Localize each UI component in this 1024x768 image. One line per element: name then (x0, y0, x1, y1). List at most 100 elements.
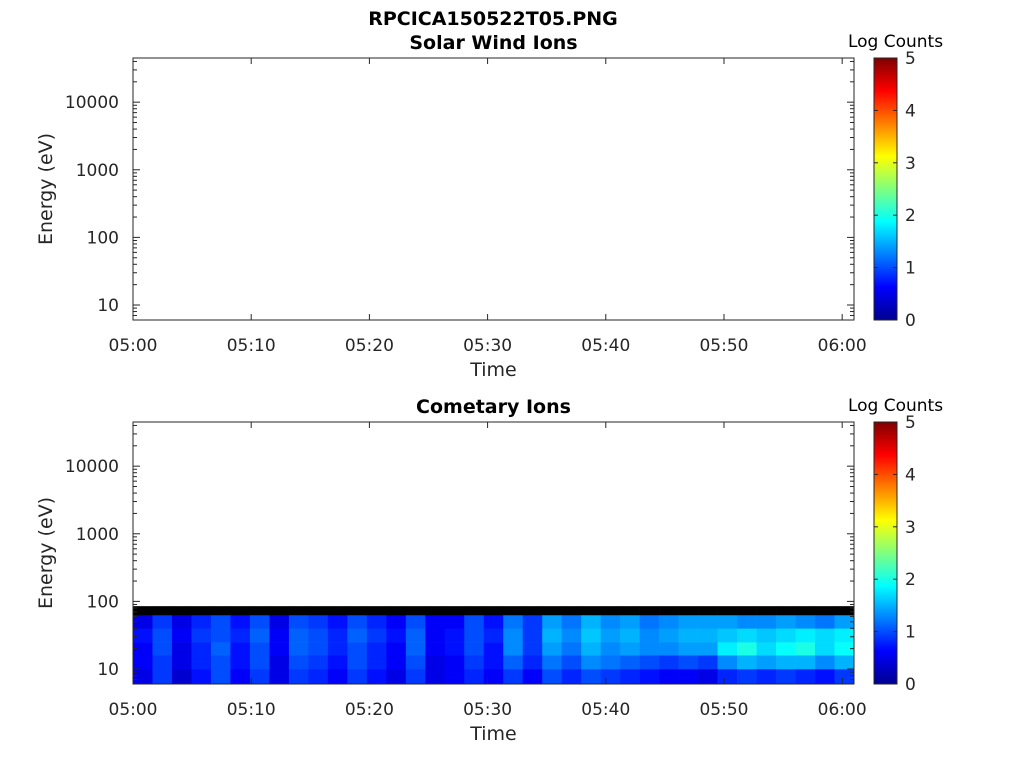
heatmap-cell (249, 628, 270, 643)
y-axis-label: Energy (eV) (35, 497, 57, 609)
heatmap-cell (366, 628, 387, 643)
heatmap-cell (522, 606, 543, 616)
colorbar-tick-label: 1 (905, 259, 916, 279)
x-axis-label: Time (469, 723, 517, 745)
heatmap-cell (542, 628, 563, 643)
heatmap-cell (620, 655, 640, 670)
heatmap-cell (620, 669, 640, 685)
heatmap-cell (561, 669, 582, 685)
heatmap-cell (698, 614, 718, 629)
heatmap-cell (152, 606, 173, 616)
colorbar-tick-label: 4 (905, 101, 916, 121)
heatmap-cell (386, 642, 407, 656)
colorbar-tick-label: 5 (905, 49, 916, 69)
heatmap-cell (386, 669, 407, 685)
heatmap-cell (756, 642, 777, 656)
y-tick-label: 1000 (76, 161, 119, 181)
heatmap-cell (133, 669, 153, 685)
heatmap-cell (659, 606, 679, 616)
plot-title: Cometary Ions (416, 396, 571, 418)
heatmap-cell (815, 628, 835, 643)
heatmap-cell (288, 606, 309, 616)
heatmap-cell (366, 606, 387, 616)
heatmap-cell (483, 642, 504, 656)
x-tick-label: 05:10 (227, 700, 276, 720)
heatmap-cell (288, 628, 309, 643)
plot-frame (132, 421, 855, 685)
heatmap-cell (366, 642, 387, 656)
heatmap-cell (600, 606, 621, 616)
heatmap-cell (834, 628, 855, 643)
heatmap-cell (366, 669, 387, 685)
heatmap-cell (405, 606, 426, 616)
heatmap-cell (444, 606, 465, 616)
heatmap-cell (327, 669, 348, 685)
heatmap-cell (776, 642, 796, 656)
heatmap-cell (327, 606, 348, 616)
heatmap-cell (737, 606, 757, 616)
heatmap-cell (678, 628, 699, 643)
heatmap-cell (425, 606, 446, 616)
heatmap-cell (210, 628, 231, 643)
heatmap-cell (581, 628, 601, 643)
heatmap-cell (133, 606, 153, 616)
heatmap-cell (776, 614, 796, 629)
heatmap-cell (698, 642, 718, 656)
heatmap-cell (288, 655, 309, 670)
heatmap-cell (542, 606, 563, 616)
heatmap-cell (776, 655, 796, 670)
heatmap-cell (171, 642, 192, 656)
heatmap-cell (756, 606, 777, 616)
heatmap-cell (464, 606, 485, 616)
heatmap-cell (308, 642, 329, 656)
heatmap-cell (503, 614, 524, 629)
heatmap-cell (133, 614, 153, 629)
heatmap-cell (425, 628, 446, 643)
y-tick-label: 10 (97, 296, 119, 316)
heatmap-cell (639, 669, 660, 685)
heatmap-cell (620, 614, 640, 629)
heatmap-cell (464, 655, 485, 670)
x-tick-label: 05:00 (109, 700, 158, 720)
heatmap-cell (230, 628, 251, 643)
x-tick-label: 05:40 (581, 336, 630, 356)
heatmap-cell (171, 614, 192, 629)
heatmap-cell (639, 628, 660, 643)
heatmap-cell (639, 655, 660, 670)
heatmap-cell (191, 606, 212, 616)
heatmap-cell (717, 642, 738, 656)
heatmap-cell (659, 614, 679, 629)
heatmap-cell (503, 642, 524, 656)
heatmap-cell (327, 655, 348, 670)
plot-frame (132, 57, 855, 321)
heatmap-cell (717, 669, 738, 685)
heatmap-cell (698, 669, 718, 685)
heatmap-cell (464, 642, 485, 656)
heatmap-cell (717, 628, 738, 643)
heatmap-cell (522, 655, 543, 670)
heatmap-cell (522, 669, 543, 685)
heatmap-cell (659, 642, 679, 656)
heatmap-cell (756, 669, 777, 685)
heatmap-cell (366, 655, 387, 670)
heatmap-cell (347, 655, 368, 670)
heatmap-cell (815, 606, 835, 616)
x-tick-label: 05:30 (463, 700, 512, 720)
heatmap-cell (542, 642, 563, 656)
x-tick-label: 06:00 (818, 700, 867, 720)
heatmap-cell (795, 614, 816, 629)
heatmap-cell (581, 606, 601, 616)
heatmap-cell (269, 606, 290, 616)
heatmap-cell (366, 614, 387, 629)
plot-title: Solar Wind Ions (409, 32, 577, 54)
heatmap-cell (133, 642, 153, 656)
heatmap-cell (152, 628, 173, 643)
heatmap-cell (776, 628, 796, 643)
heatmap-cell (444, 628, 465, 643)
heatmap-cell (600, 642, 621, 656)
heatmap-cell (795, 628, 816, 643)
heatmap-cell (717, 606, 738, 616)
solar-wind-panel: Solar Wind Ions 05:00 05:10 05:20 05:30 05:40… (35, 32, 943, 381)
heatmap-cell (620, 628, 640, 643)
